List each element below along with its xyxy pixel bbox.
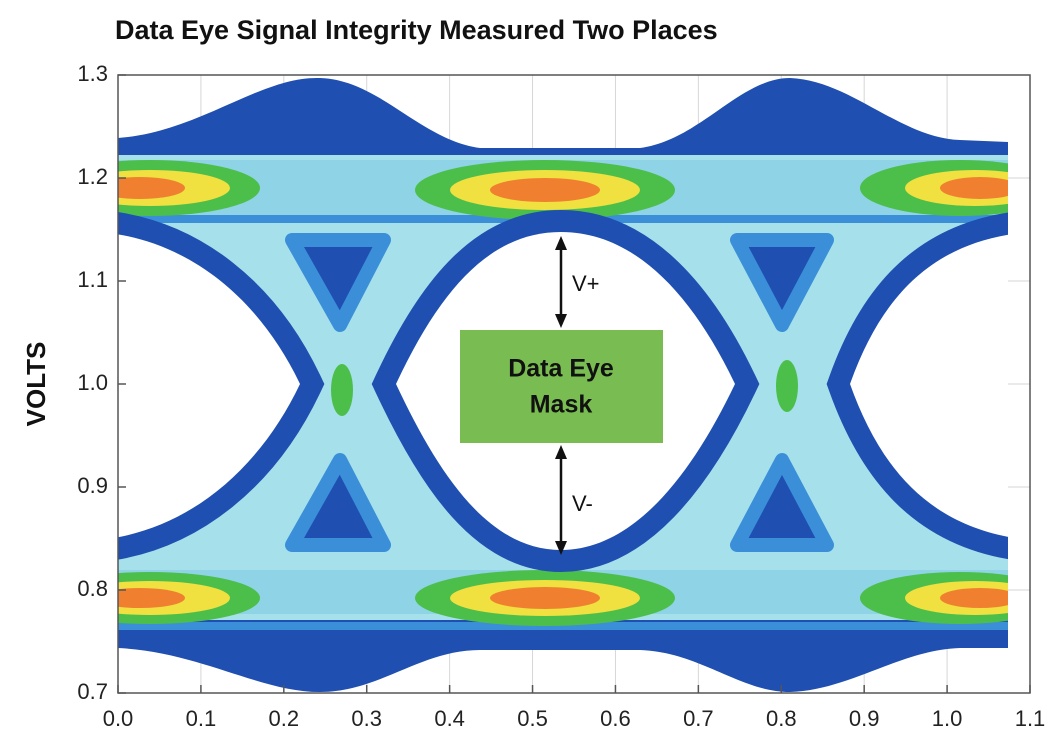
annotation: V+ [572, 271, 600, 296]
crossing [776, 360, 798, 412]
chart-title: Data Eye Signal Integrity Measured Two P… [115, 15, 718, 45]
hot-spots [118, 160, 1008, 626]
y-tick-label: 1.3 [77, 61, 108, 86]
x-tick-label: 0.3 [351, 706, 382, 731]
x-tick-label: 1.0 [932, 706, 963, 731]
ticks: 0.0 0.1 0.2 0.3 0.4 0.5 0.6 0.7 0.8 0.9 1.0 1.1 0.7 0… [77, 61, 1045, 731]
data-eye-mask [460, 330, 663, 443]
y-tick-label: 0.7 [77, 679, 108, 704]
x-tick-label: 0.5 [517, 706, 548, 731]
mask-label: Data Eye [508, 355, 614, 383]
y-tick-label: 0.8 [77, 576, 108, 601]
x-tick-label: 0.0 [103, 706, 134, 731]
x-tick-label: 0.7 [683, 706, 714, 731]
x-tick-label: 0.4 [434, 706, 465, 731]
crossing [331, 364, 353, 416]
x-tick-label: 0.1 [186, 706, 217, 731]
y-tick-label: 1.0 [77, 370, 108, 395]
x-tick-label: 0.9 [849, 706, 880, 731]
x-tick-label: 0.6 [600, 706, 631, 731]
x-tick-label: 0.8 [766, 706, 797, 731]
triangles [285, 233, 834, 552]
annotation: V- [572, 491, 593, 516]
y-axis-label: VOLTS [21, 342, 51, 427]
v-arrows [555, 236, 567, 555]
x-tick-label: 0.2 [269, 706, 300, 731]
eye-openings-inner [118, 232, 1008, 550]
eye-density [118, 77, 1008, 693]
bottom-rail-edge [118, 622, 1008, 630]
mask-label: Mask [530, 391, 593, 419]
y-tick-label: 1.2 [77, 164, 108, 189]
y-tick-label: 0.9 [77, 473, 108, 498]
x-tick-label: 1.1 [1015, 706, 1046, 731]
y-tick-label: 1.1 [77, 267, 108, 292]
